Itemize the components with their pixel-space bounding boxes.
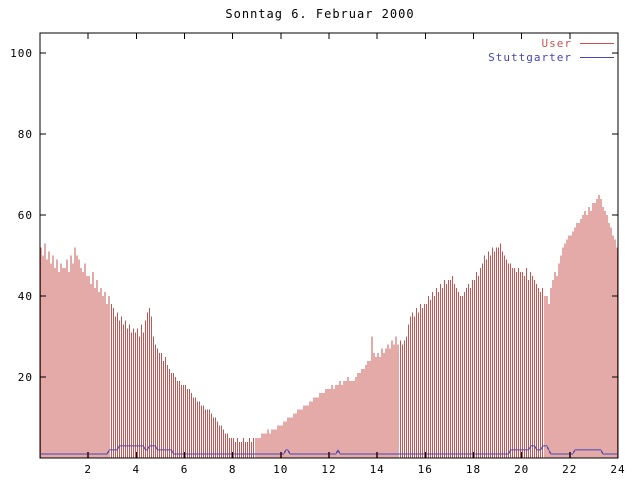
svg-text:100: 100 [10, 47, 33, 60]
chart-title: Sonntag 6. Februar 2000 [225, 7, 415, 21]
svg-text:22: 22 [562, 463, 577, 476]
svg-text:10: 10 [273, 463, 288, 476]
svg-text:16: 16 [418, 463, 433, 476]
svg-text:14: 14 [370, 463, 385, 476]
svg-text:18: 18 [466, 463, 481, 476]
svg-text:4: 4 [132, 463, 140, 476]
legend-item-user: User [488, 36, 614, 50]
legend-label-stuttgarter: Stuttgarter [488, 50, 572, 64]
legend-label-user: User [541, 36, 572, 50]
svg-text:20: 20 [514, 463, 529, 476]
legend-item-stuttgarter: Stuttgarter [488, 50, 614, 64]
svg-text:6: 6 [181, 463, 189, 476]
legend-line-sample-user [580, 42, 614, 44]
svg-text:2: 2 [84, 463, 92, 476]
svg-text:24: 24 [610, 463, 625, 476]
svg-text:60: 60 [18, 209, 33, 222]
legend-line-sample-stuttgarter [580, 56, 614, 58]
svg-text:40: 40 [18, 290, 33, 303]
svg-text:20: 20 [18, 371, 33, 384]
legend: User Stuttgarter [488, 36, 614, 64]
svg-text:12: 12 [321, 463, 336, 476]
svg-text:80: 80 [18, 128, 33, 141]
svg-text:8: 8 [229, 463, 237, 476]
